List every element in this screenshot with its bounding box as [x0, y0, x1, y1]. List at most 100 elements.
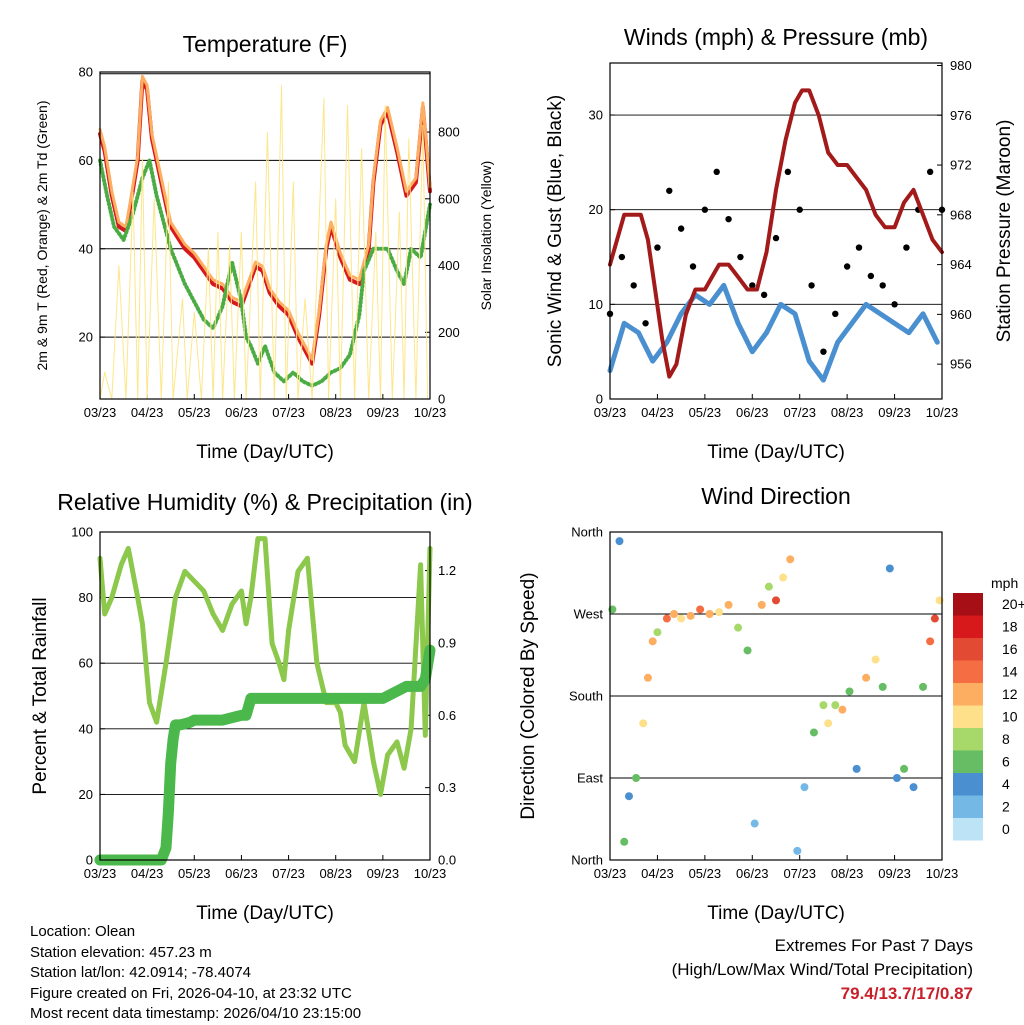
x-tick-label: 08/23	[319, 405, 352, 420]
gust-point	[784, 168, 792, 176]
x-tick-label: 10/23	[926, 866, 959, 881]
extremes-subtitle: (High/Low/Max Wind/Total Precipitation)	[671, 960, 973, 979]
colorbar-swatch	[953, 728, 983, 751]
x-tick-label: 06/23	[225, 405, 258, 420]
x-axis-label: Time (Day/UTC)	[196, 903, 334, 924]
y-tick-label: 20	[79, 787, 93, 802]
y2-axis-label: Solar Insolation (Yellow)	[478, 161, 494, 311]
direction-point	[757, 600, 766, 609]
x-axis-label: Time (Day/UTC)	[707, 903, 845, 924]
colorbar-swatch	[953, 818, 983, 841]
x-tick-label: 10/23	[414, 405, 447, 420]
temperature-panel: 03/23 04/23 05/23 06/23 07/23 08/23 09/23 10/23…	[34, 31, 494, 463]
x-tick-label: 04/23	[641, 866, 674, 881]
direction-point	[900, 764, 909, 773]
figure-created: Figure created on Fri, 2026-04-10, at 23…	[30, 984, 352, 1002]
extremes-values: 79.4/13.7/17/0.87	[840, 984, 973, 1003]
gust-point	[749, 282, 756, 289]
x-tick-label: 03/23	[84, 405, 117, 420]
x-tick-label: 09/23	[878, 866, 911, 881]
y-axis-label: Sonic Wind & Gust (Blue, Black)	[545, 95, 566, 367]
gust-point	[903, 244, 910, 251]
x-tick-label: 05/23	[689, 405, 722, 420]
colorbar-label: 10	[1002, 709, 1018, 725]
direction-point	[779, 573, 788, 582]
y-tick-label: 20	[589, 202, 603, 217]
series-sonic-wind-line	[607, 282, 940, 383]
direction-point	[677, 614, 686, 623]
station-location: Location: Olean	[30, 923, 136, 940]
gust-point	[832, 310, 839, 318]
y-axis-label: Direction (Colored By Speed)	[518, 572, 539, 819]
y-tick-label: 60	[79, 153, 93, 168]
y-tick-label: 80	[79, 590, 93, 605]
direction-point	[831, 701, 840, 710]
plot-frame	[609, 62, 943, 400]
gust-point	[737, 253, 744, 261]
direction-point	[793, 846, 802, 855]
direction-point	[852, 764, 861, 773]
extremes-title: Extremes For Past 7 Days	[774, 936, 973, 955]
direction-point	[819, 701, 828, 710]
direction-point	[670, 610, 679, 618]
y2-tick-label: 400	[438, 258, 460, 273]
direction-point	[809, 728, 818, 737]
y2-tick-label: 0.3	[438, 780, 456, 795]
x-tick-label: 03/23	[84, 866, 117, 881]
colorbar-swatch	[953, 705, 983, 728]
y2-tick-label: 964	[950, 257, 972, 272]
colorbar-swatch	[953, 660, 983, 683]
y2-tick-label: 0.0	[438, 853, 456, 868]
direction-point	[772, 596, 780, 605]
station-info: Location: Olean Station elevation: 457.2…	[30, 922, 361, 1025]
humidity-precip-panel: 03/23 04/23 05/23 06/23 07/23 08/23 09/23 10/23…	[30, 489, 473, 924]
x-tick-label: 08/23	[319, 866, 352, 881]
x-tick-label: 03/23	[594, 405, 627, 420]
direction-point	[824, 719, 833, 728]
colorbar-swatch	[953, 638, 983, 661]
direction-point	[838, 705, 847, 714]
y2-tick-label: 0.6	[438, 708, 456, 723]
gust-point	[796, 206, 803, 213]
chart-title: Wind Direction	[701, 483, 851, 509]
y2-tick-label: 960	[950, 307, 972, 322]
colorbar-label: 18	[1002, 619, 1018, 635]
colorbar-swatch	[953, 750, 983, 773]
direction-point	[715, 608, 724, 617]
plot-frame	[609, 531, 943, 861]
gust-point	[713, 168, 720, 176]
x-tick-label: 08/23	[831, 866, 864, 881]
x-tick-label: 07/23	[272, 866, 305, 881]
chart-title: Temperature (F)	[183, 31, 348, 57]
x-tick-label: 09/23	[367, 405, 400, 420]
y-tick-label: 60	[79, 656, 93, 671]
y-tick-label: North	[571, 853, 603, 868]
colorbar-label: 16	[1002, 641, 1018, 657]
colorbar-label: 8	[1002, 731, 1010, 747]
gust-point	[820, 348, 827, 355]
series-humidity-line	[97, 536, 433, 797]
colorbar-swatch	[953, 683, 983, 706]
y-tick-label: 0	[596, 392, 603, 407]
direction-point	[871, 655, 880, 664]
direction-point	[786, 555, 795, 564]
x-tick-label: 08/23	[831, 405, 864, 420]
gust-point	[618, 253, 626, 261]
y-tick-label: 100	[71, 525, 93, 540]
colorbar-title: mph	[991, 575, 1018, 591]
gust-point	[867, 272, 875, 280]
colorbar-swatch	[953, 773, 983, 796]
y-tick-label: 20	[79, 330, 93, 345]
direction-point	[919, 682, 928, 691]
direction-point	[620, 837, 629, 846]
gust-point	[725, 215, 732, 223]
direction-point	[686, 611, 695, 620]
direction-point	[878, 682, 887, 691]
direction-point	[862, 673, 871, 682]
x-tick-label: 05/23	[178, 405, 211, 420]
gust-point	[843, 263, 851, 270]
y2-tick-label: 972	[950, 158, 972, 173]
gust-point	[891, 301, 898, 308]
direction-point	[624, 792, 633, 801]
colorbar-label: 12	[1002, 686, 1018, 702]
